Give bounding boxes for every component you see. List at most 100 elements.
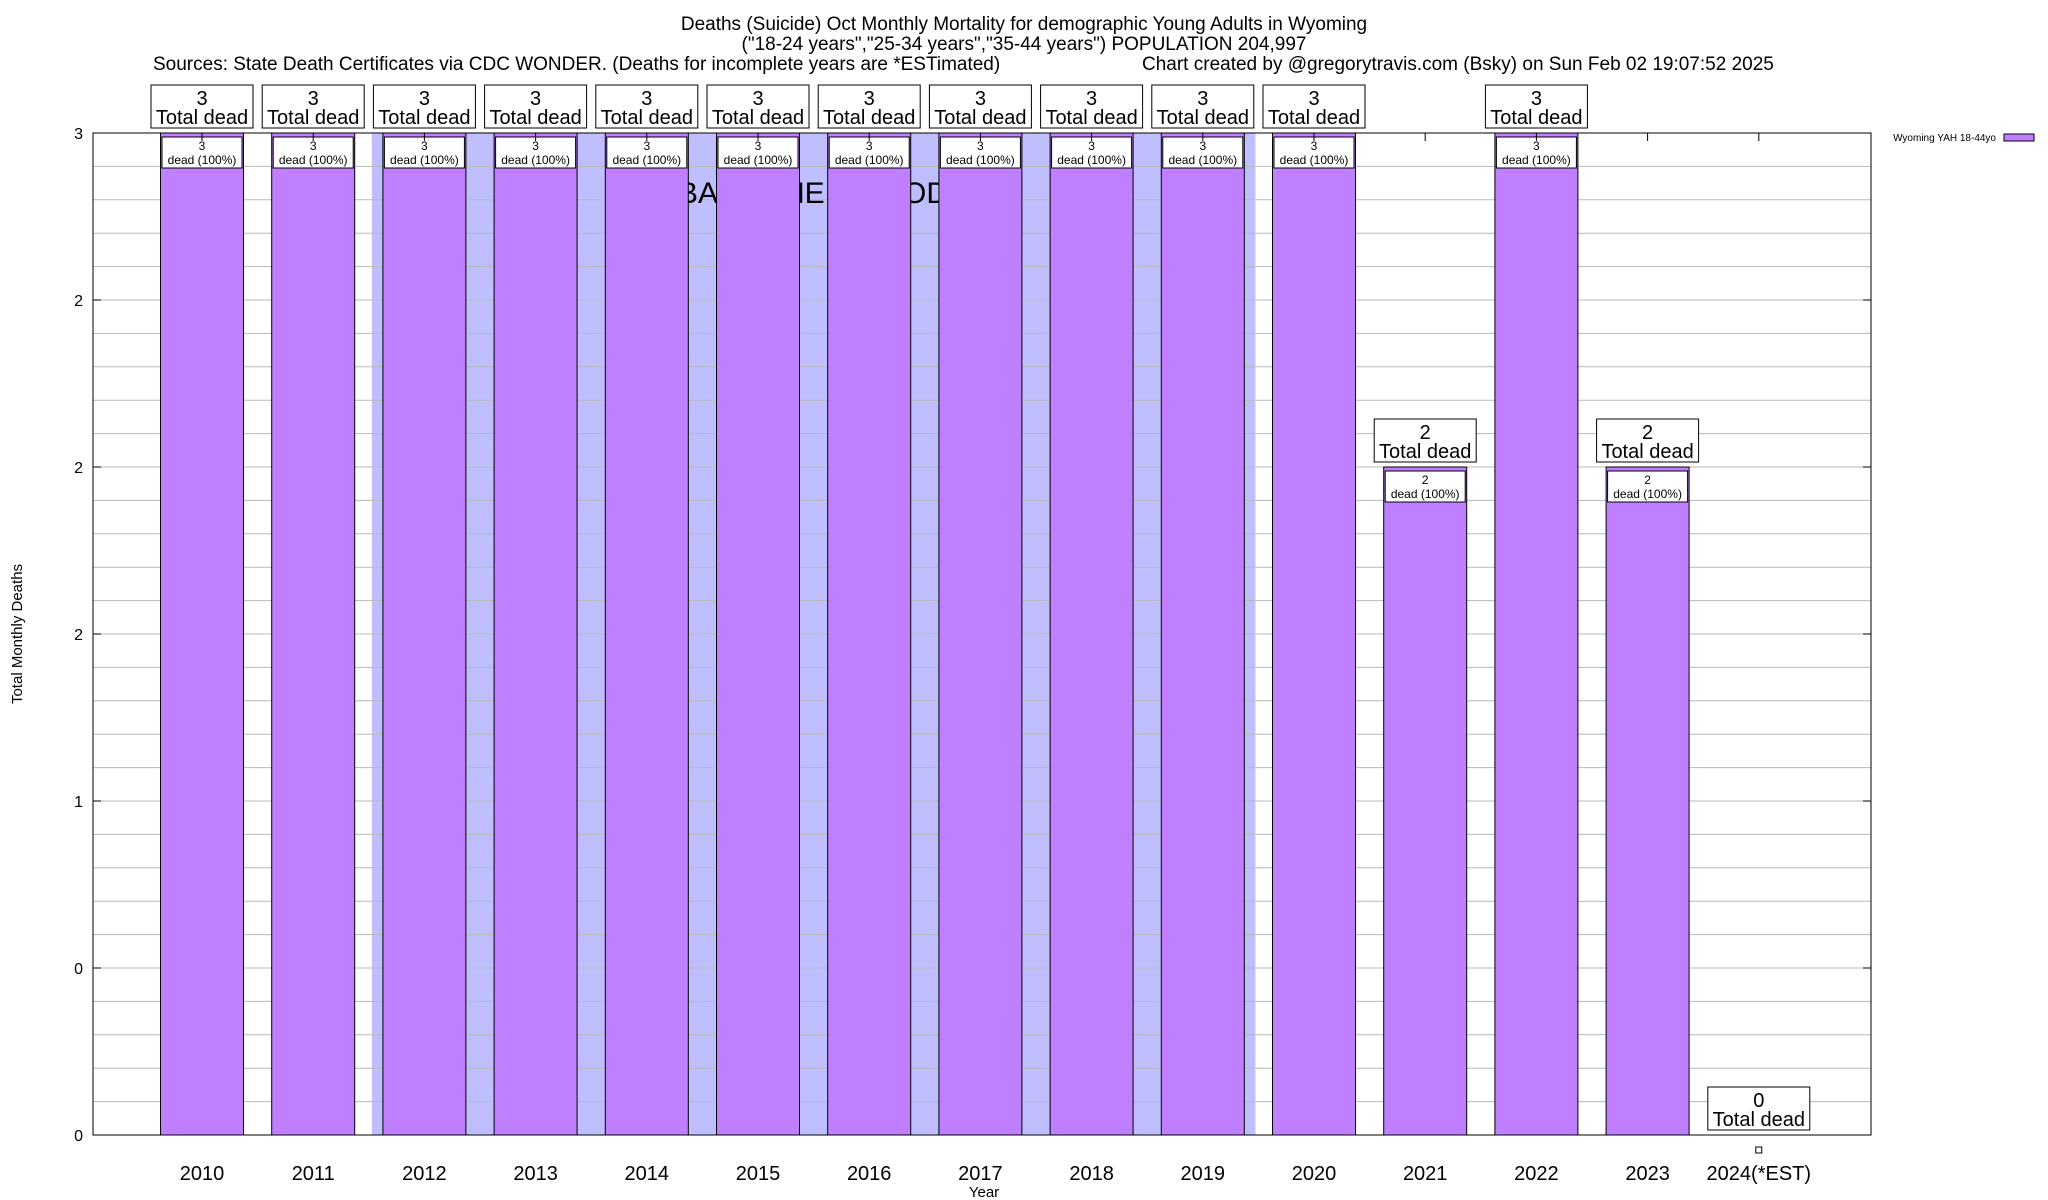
total-label: Total dead [1157, 107, 1249, 129]
total-value: 3 [1086, 88, 1097, 110]
total-label: Total dead [823, 107, 915, 129]
total-label-box [1707, 1086, 1811, 1131]
bar-inner-value: 2 [1644, 473, 1651, 487]
bar-inner-label-box [1495, 136, 1577, 169]
bar-inner-label: dead (100%) [1280, 153, 1349, 167]
x-tick-label: 2010 [180, 1163, 225, 1185]
bar-inner-value: 3 [1088, 139, 1095, 153]
total-label-box [1596, 418, 1700, 463]
total-label: Total dead [156, 107, 248, 129]
bar-inner-value: 3 [977, 139, 984, 153]
total-label-box [706, 84, 810, 129]
total-label-box [261, 84, 365, 129]
total-label-box [1151, 84, 1255, 129]
total-label: Total dead [1601, 441, 1693, 463]
x-axis-label: Year [969, 1184, 999, 1200]
total-label-box [1484, 84, 1588, 129]
total-label: Total dead [1045, 107, 1137, 129]
bar-inner-value: 3 [199, 139, 206, 153]
total-label: Total dead [712, 107, 804, 129]
bar-inner-label-box [272, 136, 354, 169]
x-tick-label: 2017 [958, 1163, 1003, 1185]
credit-text: Chart created by @gregorytravis.com (Bsk… [1142, 54, 1774, 75]
bar-inner-label: dead (100%) [946, 153, 1015, 167]
bar [1272, 132, 1356, 1136]
x-tick-label: 2019 [1181, 1163, 1226, 1185]
x-tick-label: 2011 [292, 1163, 335, 1185]
bar-inner-label-box [1607, 470, 1689, 503]
total-label-box [150, 84, 254, 129]
total-label-box [372, 84, 476, 129]
total-value: 2 [1420, 422, 1431, 444]
y-tick-label: 2 [74, 627, 83, 644]
total-label: Total dead [934, 107, 1026, 129]
total-label: Total dead [1713, 1109, 1805, 1131]
bar-inner-label: dead (100%) [279, 153, 348, 167]
bar-inner-label: dead (100%) [1168, 153, 1237, 167]
total-label: Total dead [601, 107, 693, 129]
total-value: 3 [752, 88, 763, 110]
bar [604, 132, 689, 1136]
plot-frame [92, 132, 1872, 1136]
total-label-box [1262, 84, 1366, 129]
bar [160, 132, 244, 1136]
bar-inner-value: 2 [1422, 473, 1429, 487]
bar [716, 132, 800, 1136]
bar-inner-label-box [383, 136, 465, 169]
total-value: 0 [1753, 1090, 1764, 1112]
x-tick-label: 2014 [625, 1163, 670, 1185]
x-tick-label: 2023 [1625, 1163, 1670, 1185]
bar-inner-label: dead (100%) [1502, 153, 1571, 167]
total-value: 3 [419, 88, 430, 110]
chart-title: Deaths (Suicide) Oct Monthly Mortality f… [680, 14, 1368, 35]
total-label: Total dead [378, 107, 470, 129]
bar-inner-label-box [606, 136, 688, 169]
bar [493, 132, 578, 1136]
x-tick-label: 2013 [513, 1163, 558, 1185]
bar [938, 132, 1023, 1136]
x-tick-label: 2024(*EST) [1707, 1163, 1812, 1185]
bar [827, 132, 912, 1136]
bar-inner-label: dead (100%) [1613, 487, 1682, 501]
total-value: 3 [196, 88, 207, 110]
bar-inner-label-box [1273, 136, 1355, 169]
total-value: 3 [1531, 88, 1542, 110]
bar-inner-value: 3 [1533, 139, 1540, 153]
bar-inner-value: 3 [1311, 139, 1318, 153]
bar-inner-label: dead (100%) [390, 153, 459, 167]
y-tick-label: 3 [74, 126, 83, 143]
bar-inner-label-box [1384, 470, 1466, 503]
bar [271, 132, 356, 1136]
x-tick-label: 2021 [1403, 1163, 1448, 1185]
total-label-box [1040, 84, 1144, 129]
bar-inner-value: 3 [1199, 139, 1206, 153]
legend-swatch [2003, 133, 2035, 142]
y-tick-label: 0 [74, 961, 83, 978]
y-tick-label: 0 [74, 1128, 83, 1145]
total-label-box [1373, 418, 1477, 463]
total-value: 3 [975, 88, 986, 110]
bar-inner-label: dead (100%) [168, 153, 237, 167]
bar-inner-value: 3 [421, 139, 428, 153]
total-value: 2 [1642, 422, 1653, 444]
bar-inner-label: dead (100%) [835, 153, 904, 167]
bar [1494, 132, 1579, 1136]
bar [1049, 132, 1134, 1136]
total-label: Total dead [267, 107, 359, 129]
total-value: 3 [308, 88, 319, 110]
total-label-box [817, 84, 921, 129]
bar-inner-label: dead (100%) [1057, 153, 1126, 167]
bar-inner-value: 3 [643, 139, 650, 153]
bar-inner-label: dead (100%) [1391, 487, 1460, 501]
bar-inner-label: dead (100%) [501, 153, 570, 167]
bar-inner-label-box [495, 136, 577, 169]
y-tick-label: 1 [74, 794, 83, 811]
total-label: Total dead [1379, 441, 1471, 463]
total-label-box [595, 84, 699, 129]
total-label-box [484, 84, 588, 129]
bar [1605, 466, 1690, 1136]
x-tick-label: 2015 [736, 1163, 781, 1185]
x-tick-label: 2022 [1514, 1163, 1559, 1185]
sources-text: Sources: State Death Certificates via CD… [153, 54, 1001, 75]
